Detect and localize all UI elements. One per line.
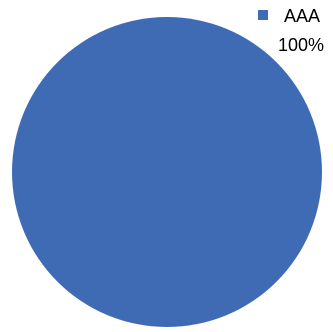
legend-swatch-aaa — [258, 10, 268, 20]
legend-label-aaa: AAA — [284, 6, 320, 26]
data-label-aaa: 100% — [278, 35, 324, 55]
pie-slices — [12, 17, 322, 327]
legend: AAA 100% — [258, 6, 324, 55]
pie-slice-aaa — [12, 17, 322, 327]
